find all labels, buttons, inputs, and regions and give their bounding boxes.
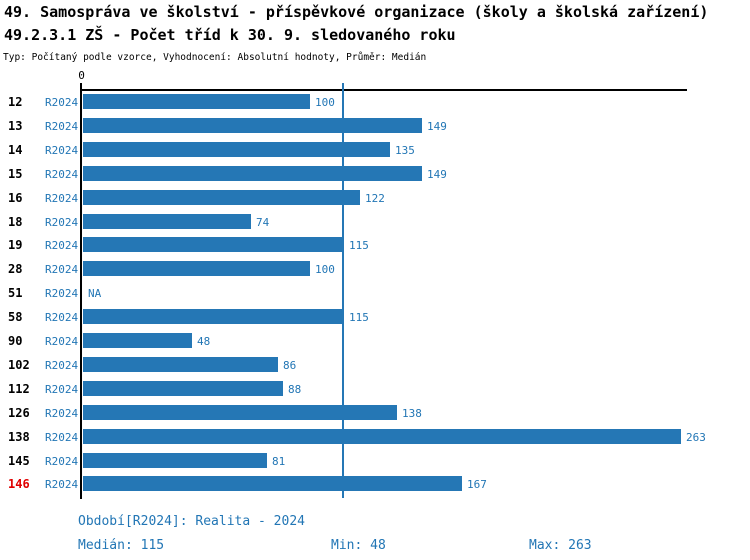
row-category-label: 15 bbox=[8, 167, 23, 181]
row-category-label: 28 bbox=[8, 262, 23, 276]
chart-title-line-2: 49.2.3.1 ZŠ - Počet tříd k 30. 9. sledov… bbox=[4, 26, 456, 44]
bar-value-label: 115 bbox=[349, 239, 369, 252]
row-period-label: R2024 bbox=[45, 216, 79, 229]
row-category-label: 13 bbox=[8, 119, 23, 133]
chart-subtitle: Typ: Počítaný podle vzorce, Vyhodnocení:… bbox=[3, 52, 427, 63]
table-row: 102 R2024 86 bbox=[0, 357, 750, 373]
bar-value-label: 138 bbox=[402, 407, 422, 420]
row-category-label: 146 bbox=[8, 477, 30, 491]
table-row: 112 R2024 88 bbox=[0, 381, 750, 397]
chart-title-line-1: 49. Samospráva ve školství - příspěvkové… bbox=[4, 3, 709, 21]
table-row: 13 R2024 149 bbox=[0, 118, 750, 134]
bar bbox=[83, 142, 390, 157]
bar-value-label: 263 bbox=[686, 431, 706, 444]
bar-value-label: 74 bbox=[256, 216, 270, 229]
row-period-label: R2024 bbox=[45, 383, 79, 396]
row-category-label: 90 bbox=[8, 334, 23, 348]
row-period-label: R2024 bbox=[45, 455, 79, 468]
row-period-label: R2024 bbox=[45, 431, 79, 444]
row-category-label: 138 bbox=[8, 430, 30, 444]
row-category-label: 102 bbox=[8, 358, 30, 372]
bar bbox=[83, 405, 397, 420]
table-row: 12 R2024 100 bbox=[0, 94, 750, 110]
bar-value-label: 81 bbox=[272, 455, 286, 468]
footer-min-label: Min: 48 bbox=[331, 538, 386, 553]
bar-value-label: 48 bbox=[197, 335, 211, 348]
bar-value-label: 149 bbox=[427, 120, 447, 133]
bar bbox=[83, 309, 344, 324]
y-axis-line bbox=[80, 89, 82, 499]
table-row: 90 R2024 48 bbox=[0, 333, 750, 349]
bar bbox=[83, 166, 422, 181]
row-period-label: R2024 bbox=[45, 192, 79, 205]
table-row: 19 R2024 115 bbox=[0, 237, 750, 253]
table-row: 58 R2024 115 bbox=[0, 309, 750, 325]
row-period-label: R2024 bbox=[45, 359, 79, 372]
row-period-label: R2024 bbox=[45, 239, 79, 252]
table-row: 28 R2024 100 bbox=[0, 261, 750, 277]
row-period-label: R2024 bbox=[45, 287, 79, 300]
footer-max-label: Max: 263 bbox=[529, 538, 592, 553]
bar bbox=[83, 429, 681, 444]
row-category-label: 112 bbox=[8, 382, 30, 396]
bar-value-label: 100 bbox=[315, 96, 335, 109]
row-period-label: R2024 bbox=[45, 478, 79, 491]
row-category-label: 16 bbox=[8, 191, 23, 205]
bar bbox=[83, 237, 344, 252]
bar-value-label: 135 bbox=[395, 144, 415, 157]
row-period-label: R2024 bbox=[45, 168, 79, 181]
row-category-label: 51 bbox=[8, 286, 23, 300]
row-period-label: R2024 bbox=[45, 335, 79, 348]
table-row: 51 R2024 NA bbox=[0, 285, 750, 301]
row-category-label: 58 bbox=[8, 310, 23, 324]
bar bbox=[83, 453, 267, 468]
bar-value-label: 86 bbox=[283, 359, 297, 372]
table-row: 138 R2024 263 bbox=[0, 429, 750, 445]
row-category-label: 145 bbox=[8, 454, 30, 468]
row-category-label: 19 bbox=[8, 238, 23, 252]
bar-value-label: 149 bbox=[427, 168, 447, 181]
table-row: 146 R2024 167 bbox=[0, 476, 750, 492]
row-category-label: 14 bbox=[8, 143, 23, 157]
x-axis-zero-tick bbox=[80, 83, 82, 90]
row-category-label: 12 bbox=[8, 95, 23, 109]
bar bbox=[83, 261, 310, 276]
table-row: 18 R2024 74 bbox=[0, 214, 750, 230]
bar-value-label: 122 bbox=[365, 192, 385, 205]
row-period-label: R2024 bbox=[45, 407, 79, 420]
bar bbox=[83, 94, 310, 109]
bar-value-label: 88 bbox=[288, 383, 302, 396]
bar bbox=[83, 476, 462, 491]
row-category-label: 18 bbox=[8, 215, 23, 229]
bar bbox=[83, 333, 192, 348]
bar-value-label: 100 bbox=[315, 263, 335, 276]
bar-value-label: 115 bbox=[349, 311, 369, 324]
table-row: 16 R2024 122 bbox=[0, 190, 750, 206]
table-row: 15 R2024 149 bbox=[0, 166, 750, 182]
table-row: 14 R2024 135 bbox=[0, 142, 750, 158]
row-period-label: R2024 bbox=[45, 144, 79, 157]
bar-value-label: 167 bbox=[467, 478, 487, 491]
row-period-label: R2024 bbox=[45, 311, 79, 324]
bar bbox=[83, 357, 278, 372]
table-row: 126 R2024 138 bbox=[0, 405, 750, 421]
bar bbox=[83, 214, 251, 229]
table-row: 145 R2024 81 bbox=[0, 453, 750, 469]
bar bbox=[83, 118, 422, 133]
row-period-label: R2024 bbox=[45, 120, 79, 133]
bar bbox=[83, 381, 283, 396]
row-category-label: 126 bbox=[8, 406, 30, 420]
bar-value-label: NA bbox=[88, 287, 102, 300]
row-period-label: R2024 bbox=[45, 263, 79, 276]
footer-period-label: Období[R2024]: Realita - 2024 bbox=[78, 514, 305, 529]
row-period-label: R2024 bbox=[45, 96, 79, 109]
x-axis-line bbox=[81, 89, 687, 91]
bar bbox=[83, 190, 360, 205]
footer-median-label: Medián: 115 bbox=[78, 538, 165, 553]
x-axis-zero-tick-label: 0 bbox=[78, 69, 85, 82]
median-reference-line bbox=[342, 83, 344, 498]
